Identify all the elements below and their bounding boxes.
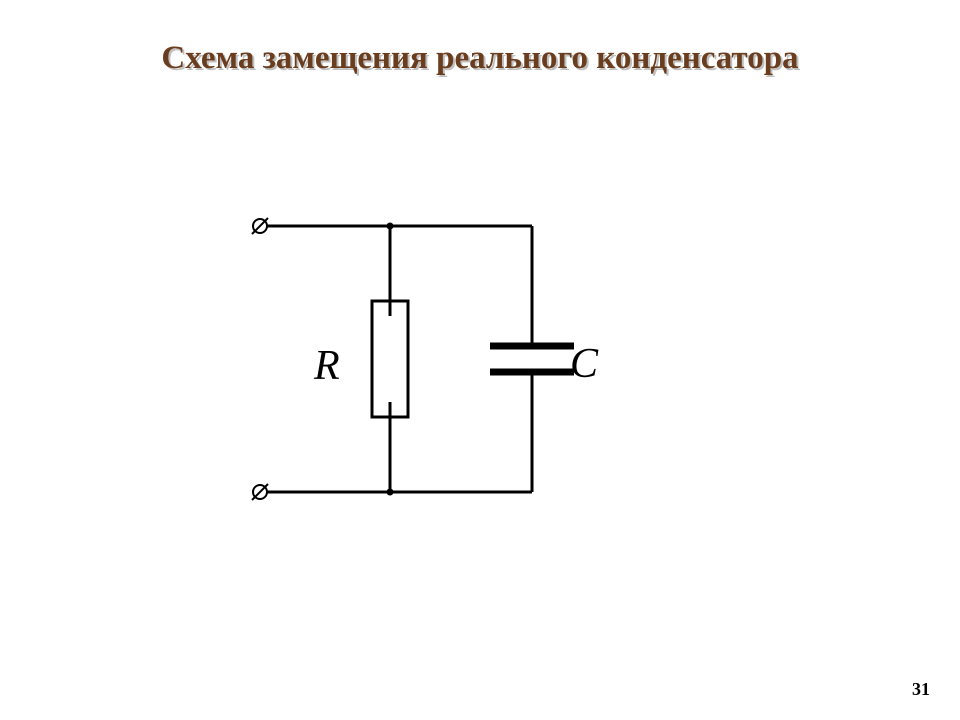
page-number-text: 31 (912, 679, 930, 699)
page-number: 31 (912, 679, 930, 700)
circuit-diagram (0, 0, 960, 720)
terminal-bottom (252, 484, 268, 500)
terminal-top (252, 218, 268, 234)
node-top-junction (387, 223, 394, 230)
label-R: R (314, 342, 340, 390)
label-C: C (570, 340, 598, 388)
node-bottom-junction (387, 489, 394, 496)
resistor (372, 301, 408, 417)
